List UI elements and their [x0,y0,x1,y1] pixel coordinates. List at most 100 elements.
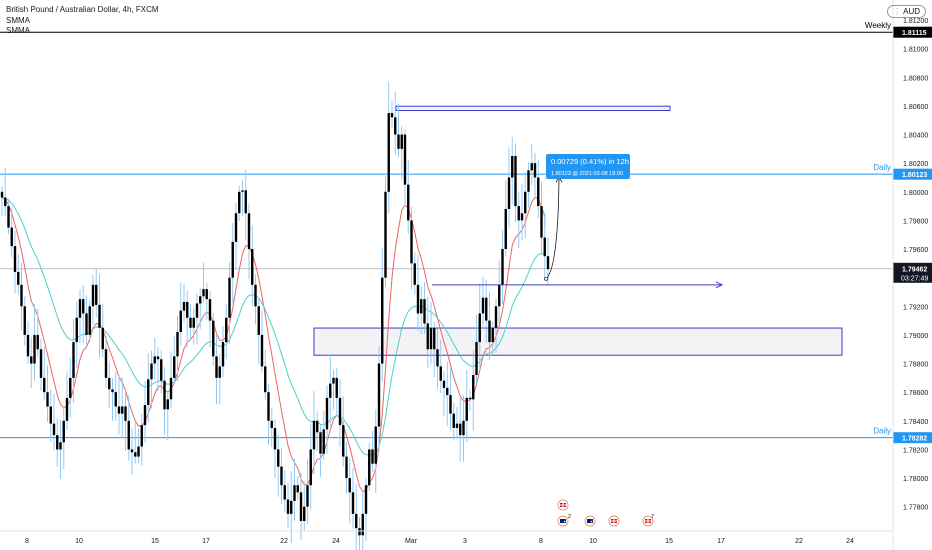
indicator-smma-slow[interactable]: SMMA [6,26,30,35]
event-count-badge: 2 [568,514,571,520]
level-label: Weekly [865,21,891,30]
candle-body [98,304,101,328]
candle-body [329,383,332,398]
candle-body [251,249,254,285]
level-price-tag [893,432,932,444]
currency-badge[interactable]: ⋮ AUD [887,5,926,18]
candle-body [511,156,514,178]
candle-body [231,241,234,278]
candles-layer [0,81,550,550]
candle-body [160,359,163,381]
upper-resistance-zone[interactable] [395,105,671,111]
candle-body [533,163,537,178]
horizontal-levels[interactable]: Weekly 1.81115 Daily 1.80123 Daily 1.78282 1.7… [0,21,932,444]
measure-tooltip-line1: 0.00729 (0.41%) in 12h [551,157,629,166]
candle-body [39,349,43,378]
currency-menu-icon: ⋮ [893,7,902,16]
candle-body [101,327,104,350]
symbol-title[interactable]: British Pound / Australian Dollar, 4h, F… [6,5,159,14]
candle-body [358,528,361,536]
candle-body [215,356,218,378]
candle-body [293,485,296,501]
candle-body [423,299,426,324]
candle-body [394,117,397,135]
candle-body [59,442,62,450]
candle-body [439,366,442,381]
candle-body [442,380,446,388]
measure-anchor-point[interactable] [544,276,548,281]
candle-body [43,377,46,393]
candle-body [13,246,17,272]
candle-body [527,170,530,192]
candle-body [36,334,39,350]
candle-body [277,449,280,467]
candle-body [420,299,423,314]
candle-body [173,356,176,378]
candle-body [127,420,130,450]
candle-body [254,284,257,307]
candle-body [475,342,478,375]
moving-averages [1,196,546,493]
candle-body [121,406,124,414]
candle-body [309,449,312,486]
measure-arrow-path[interactable] [545,178,560,280]
demand-zone[interactable] [313,327,843,356]
level-price-tag-text: 1.80123 [902,172,927,179]
candle-body [504,208,507,250]
candle-body [368,449,371,486]
candle-body [150,363,153,380]
candle-body [465,397,468,421]
candle-body [238,191,241,214]
level-label: Daily [873,427,891,436]
candle-body [319,432,322,454]
time-tick-label: 15 [665,538,673,545]
candle-body [407,184,410,221]
candle-body [351,492,355,514]
candle-body [377,363,381,427]
candle-body [400,134,403,149]
candle-body [234,213,238,242]
candle-body [192,317,195,328]
drawings-layer[interactable]: 0.00729 (0.41%) in 12h 1.80123 @ 2021-03-… [432,154,724,289]
candle-body [413,263,416,285]
candle-body [537,177,540,207]
candle-body [75,317,78,343]
arrow-head-icon [715,281,724,289]
candle-body [218,366,221,378]
price-tick-label: 1.80800 [903,75,928,82]
candle-body [446,387,449,396]
smma-fast-line [1,196,546,493]
time-tick-label: 10 [75,538,83,545]
indicator-smma-fast[interactable]: SMMA [6,15,30,25]
price-tick-label: 1.80200 [903,161,928,168]
measure-tooltip-line2: 1.80123 @ 2021-03-08 18:00 [551,171,623,177]
candle-body [299,492,303,521]
symbol-legend[interactable]: British Pound / Australian Dollar, 4h, F… [6,5,159,37]
price-tick-label: 1.80000 [903,190,928,197]
candle-body [182,301,186,311]
candle-body [30,356,33,364]
currency-label: AUD [903,7,920,16]
candle-body [322,429,325,454]
candle-body [78,299,82,318]
zones-layer[interactable] [313,105,843,356]
candle-body [111,389,114,393]
candle-body [449,395,452,414]
price-tick-label: 1.79000 [903,333,928,340]
candle-body [114,392,117,407]
candle-body [348,478,351,493]
candle-body [546,256,550,270]
level-price-tag [893,26,932,38]
price-tick-label: 1.77800 [903,505,928,512]
au-flag-star [590,520,593,523]
au-flag-fill [560,519,566,523]
candle-body [498,284,501,307]
candle-body [20,284,23,307]
candle-body [147,379,150,406]
candle-body [69,377,72,398]
price-tick-label: 1.80400 [903,133,928,140]
